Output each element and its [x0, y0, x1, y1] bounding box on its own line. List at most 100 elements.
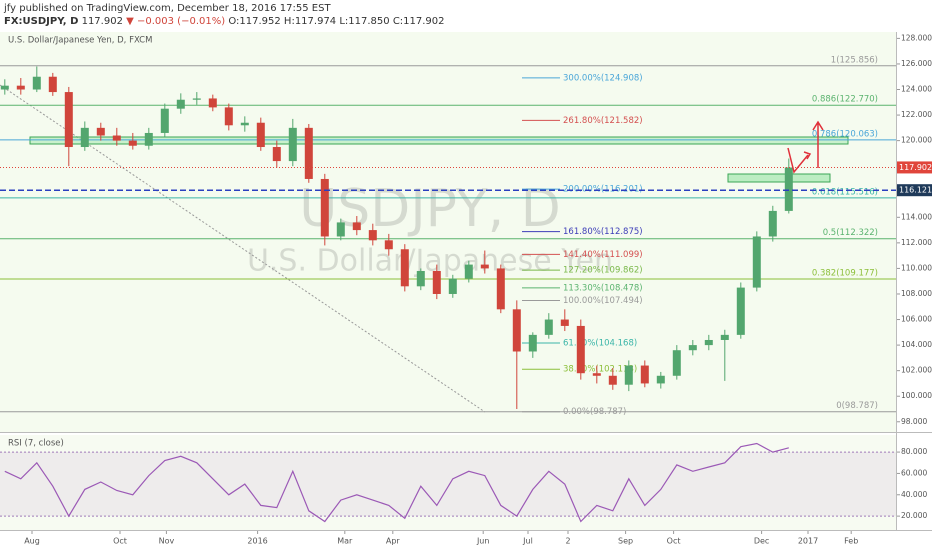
candle-body [544, 319, 553, 335]
rsi-band [0, 452, 896, 517]
candle-body [688, 345, 697, 351]
candle-body [288, 127, 297, 162]
rsi-line [4, 442, 789, 523]
fib-extension-label: 141.40%(111.099) [563, 250, 643, 260]
candle-body [144, 132, 153, 146]
projection-arrow [787, 147, 809, 174]
candle-body [128, 140, 137, 146]
candle-body [208, 98, 217, 108]
rsi-pane [0, 435, 896, 530]
y-tick-label: 114.000 [901, 212, 932, 221]
last: 117.902 [82, 16, 123, 27]
candle-body [608, 375, 617, 385]
y-tick-label: 80.000 [901, 447, 927, 456]
candle-body [624, 365, 633, 385]
fib-extension-label: 200.00%(116.201) [563, 185, 643, 195]
y-tick-label: 120.000 [901, 136, 932, 145]
candle-body [272, 147, 281, 162]
x-tick-label: Oct [113, 537, 127, 546]
candle-body [352, 222, 361, 231]
candle-body [304, 127, 313, 179]
candle-body [320, 178, 329, 237]
fib-extension-label: 100.00%(107.494) [563, 296, 643, 306]
y-tick-label: 104.000 [901, 340, 932, 349]
candle-body [576, 325, 585, 374]
y-tick-label: 112.000 [901, 238, 932, 247]
fib-retracement-label: 0(98.787) [836, 401, 878, 411]
candle-body [16, 85, 25, 90]
y-tick-label: 122.000 [901, 110, 932, 119]
candle-body [480, 264, 489, 269]
fib-retracement-label: 0.786(120.063) [812, 129, 878, 139]
publisher: jfy published on TradingView.com, Decemb… [3, 3, 331, 14]
candle-body [432, 270, 441, 294]
fib-retracement-label: 0.5(112.322) [823, 228, 878, 238]
candle-body [240, 122, 249, 126]
watermark: USDJPY, DU.S. Dollar/Japanese Yen [247, 179, 613, 279]
fib-retracement-label: 0.886(122.770) [812, 95, 878, 105]
candle-body [784, 167, 793, 211]
symbol: FX:USDJPY, D [4, 16, 78, 27]
candle-body [160, 108, 169, 133]
chart-title: U.S. Dollar/Japanese Yen, D, FXCM [8, 36, 152, 46]
candle-body [560, 319, 569, 326]
y-tick-label: 20.000 [901, 511, 927, 520]
price-label-box [896, 184, 932, 197]
candle-body [496, 268, 505, 310]
candle-body [336, 222, 345, 237]
fib-retracement-label: 1(125.856) [831, 55, 878, 65]
arrow-head [803, 151, 812, 160]
rsi-title: RSI (7, close) [8, 439, 64, 449]
fib-extension-label: 300.00%(124.908) [563, 73, 643, 83]
candle-body [96, 127, 105, 136]
candle-body [752, 236, 761, 288]
x-tick-label: Mar [337, 537, 353, 546]
fib-extension-label: 0.00%(98.787) [563, 407, 626, 417]
x-tick-label: Jul [522, 537, 533, 546]
y-tick-label: 102.000 [901, 366, 932, 375]
x-tick-label: Jun [476, 537, 490, 546]
y-tick-label: 124.000 [901, 85, 932, 94]
candle-body [512, 309, 521, 352]
candle-body [592, 373, 601, 376]
price-label-box [896, 161, 932, 174]
y-tick-label: 108.000 [901, 289, 932, 298]
fib-retracement-label: 0.382(109.177) [812, 268, 878, 278]
candle-body [416, 270, 425, 287]
x-tick-label: 2017 [798, 537, 818, 546]
x-tick-label: Feb [844, 537, 858, 546]
candle-body [736, 287, 745, 335]
quote-line: FX:USDJPY, D 117.902 ▼ −0.003 (−0.01%) O… [4, 16, 445, 27]
support-zone [727, 173, 831, 183]
x-tick-label: 2016 [247, 537, 267, 546]
x-tick-label: Apr [386, 537, 401, 546]
projection-arrow [812, 120, 824, 168]
candle-body [464, 264, 473, 279]
candle-body [192, 98, 201, 100]
fib-extension-label: 61.80%(104.168) [563, 338, 637, 348]
y-tick-label: 100.000 [901, 391, 932, 400]
candle-body [768, 210, 777, 237]
candle-body [112, 135, 121, 141]
y-tick-label: 40.000 [901, 490, 927, 499]
y-tick-label: 110.000 [901, 263, 932, 272]
candle-body [400, 249, 409, 287]
y-tick-label: 60.000 [901, 468, 927, 477]
candle-body [640, 365, 649, 384]
x-tick-label: Sep [618, 537, 633, 546]
candle-body [32, 76, 41, 90]
ohlc: O:117.952 H:117.974 L:117.850 C:117.902 [228, 16, 444, 27]
candle-body [656, 375, 665, 384]
candle-body [0, 85, 9, 90]
price-label: 116.121 [899, 186, 932, 195]
y-tick-label: 126.000 [901, 59, 932, 68]
y-tick-label: 128.000 [901, 33, 932, 42]
fib-extension-label: 161.80%(112.875) [563, 227, 643, 237]
candle-body [224, 107, 233, 126]
candle-body [448, 278, 457, 294]
candle-body [672, 350, 681, 376]
resistance-zone [29, 136, 849, 145]
fib-extension-label: 113.30%(108.478) [563, 283, 643, 293]
candle-body [80, 127, 89, 148]
